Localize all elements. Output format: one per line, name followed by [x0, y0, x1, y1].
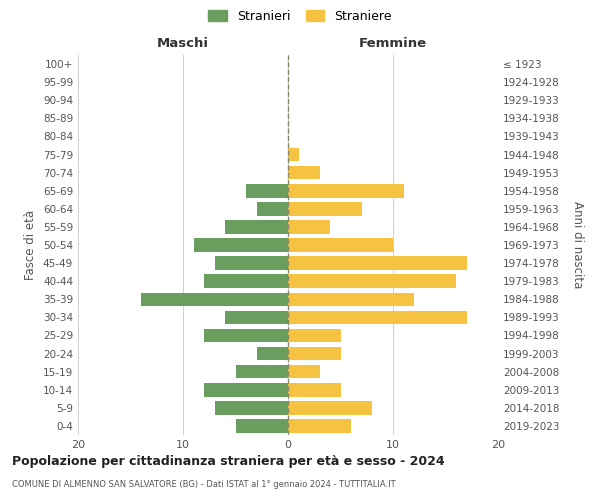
Bar [288, 148, 299, 162]
Bar [288, 328, 341, 342]
Bar [288, 310, 467, 324]
Bar [246, 184, 288, 198]
Text: Maschi: Maschi [157, 36, 209, 50]
Legend: Stranieri, Straniere: Stranieri, Straniere [205, 6, 395, 26]
Bar [288, 202, 361, 215]
Bar [288, 220, 330, 234]
Bar [288, 256, 467, 270]
Bar [288, 419, 351, 432]
Bar [215, 401, 288, 414]
Bar [288, 401, 372, 414]
Bar [257, 202, 288, 215]
Bar [204, 383, 288, 396]
Bar [141, 292, 288, 306]
Text: Popolazione per cittadinanza straniera per età e sesso - 2024: Popolazione per cittadinanza straniera p… [12, 455, 445, 468]
Text: Femmine: Femmine [359, 36, 427, 50]
Bar [235, 419, 288, 432]
Bar [257, 347, 288, 360]
Bar [225, 220, 288, 234]
Bar [288, 238, 393, 252]
Y-axis label: Anni di nascita: Anni di nascita [571, 202, 584, 288]
Bar [204, 328, 288, 342]
Bar [288, 383, 341, 396]
Bar [288, 166, 320, 179]
Bar [193, 238, 288, 252]
Bar [204, 274, 288, 288]
Y-axis label: Fasce di età: Fasce di età [25, 210, 37, 280]
Bar [235, 365, 288, 378]
Bar [225, 310, 288, 324]
Text: COMUNE DI ALMENNO SAN SALVATORE (BG) - Dati ISTAT al 1° gennaio 2024 - TUTTITALI: COMUNE DI ALMENNO SAN SALVATORE (BG) - D… [12, 480, 395, 489]
Bar [288, 274, 456, 288]
Bar [288, 347, 341, 360]
Bar [288, 365, 320, 378]
Bar [288, 292, 414, 306]
Bar [288, 184, 404, 198]
Bar [215, 256, 288, 270]
